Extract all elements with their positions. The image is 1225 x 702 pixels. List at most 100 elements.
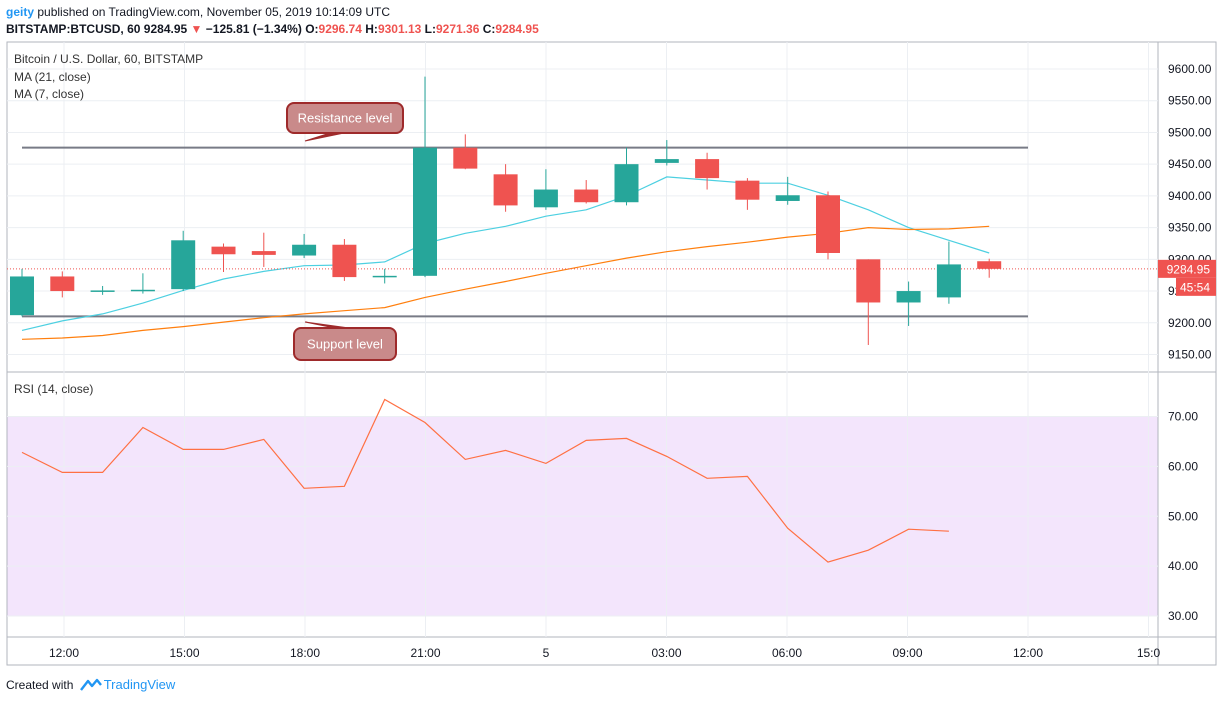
price-tick-label: 9500.00	[1168, 125, 1212, 139]
rsi-tick-label: 70.00	[1168, 410, 1198, 424]
rsi-line	[21, 398, 949, 563]
price-tick-label: 9150.00	[1168, 348, 1212, 362]
candle-down	[453, 134, 478, 170]
candle-body	[332, 244, 357, 278]
chart-title: Bitcoin / U.S. Dollar, 60, BITSTAMP	[14, 52, 204, 66]
candles	[10, 76, 1002, 345]
candle-body	[211, 246, 236, 255]
candle-down	[977, 258, 1002, 278]
time-axis-border	[6, 636, 1217, 666]
time-tick-label: 5	[543, 646, 550, 660]
price-label: 9284.95	[1167, 262, 1211, 276]
candle-body	[977, 261, 1002, 269]
candle-body	[533, 189, 558, 208]
callout-label: Resistance level	[298, 111, 393, 126]
price-tick-label: 9600.00	[1168, 62, 1212, 76]
low-value: 9271.36	[436, 22, 480, 36]
candle-up	[90, 285, 115, 295]
candle-down	[856, 259, 881, 345]
level-lines[interactable]	[22, 146, 1028, 318]
candle-body	[936, 264, 961, 298]
candle-up	[654, 140, 679, 166]
candle-down	[493, 164, 518, 212]
time-tick-label: 03:00	[651, 646, 681, 660]
candle-down	[332, 239, 357, 281]
candle-up	[775, 176, 800, 205]
rsi-tick-label: 50.00	[1168, 509, 1198, 523]
open-label: O:	[305, 22, 319, 36]
price-tick-label: 9200.00	[1168, 316, 1212, 330]
candle-body	[413, 147, 437, 276]
tradingview-logo-icon	[79, 679, 102, 692]
time-tick-label: 06:00	[772, 646, 802, 660]
low-label: L:	[424, 22, 436, 36]
high-label: H:	[365, 22, 378, 36]
annotations[interactable]: Resistance level Support level	[286, 102, 404, 361]
created-with-text: Created with	[6, 678, 74, 692]
time-tick-label: 18:00	[290, 646, 320, 660]
footer: Created with TradingView	[6, 676, 175, 694]
close-value: 9284.95	[495, 22, 539, 36]
open-value: 9296.74	[318, 22, 362, 36]
candle-down	[816, 191, 840, 260]
price-tick-label: 9400.00	[1168, 189, 1212, 203]
candle-down	[735, 178, 760, 210]
candle-body	[130, 289, 155, 292]
candle-body	[695, 159, 720, 179]
callout-box	[286, 102, 404, 134]
candle-body	[816, 195, 840, 253]
candle-up	[533, 169, 558, 210]
candle-body	[735, 180, 760, 200]
axis-labels: 12:00 15:00 18:00 21:00 5 03:00 06:00 09:00 12:0…	[49, 62, 1216, 660]
rsi-tick-label: 30.00	[1168, 609, 1198, 623]
price-tick-label: 9450.00	[1168, 157, 1212, 171]
candle-body	[574, 189, 599, 203]
ma21-legend[interactable]: MA (21, close)	[14, 70, 91, 84]
candle-body	[10, 276, 34, 316]
callout-box	[293, 327, 397, 361]
candle-body	[856, 259, 881, 303]
countdown-label: 45:54	[1180, 280, 1210, 294]
candle-body	[493, 174, 518, 206]
chart-frame	[6, 41, 1217, 666]
candle-down	[251, 232, 276, 267]
author-link[interactable]: geity	[6, 5, 35, 19]
ohlc-line: BITSTAMP:BTCUSD, 60 9284.95 ▼ −125.81 (−…	[6, 21, 1216, 38]
candle-up	[936, 241, 961, 304]
support-callout[interactable]: Support level	[293, 321, 397, 361]
resistance-callout[interactable]: Resistance level	[286, 102, 404, 142]
candle-up	[372, 268, 397, 284]
time-tick-label: 15:0	[1137, 646, 1161, 660]
time-tick-label: 12:00	[1013, 646, 1043, 660]
price-tick-label: 9350.00	[1168, 221, 1212, 235]
time-tick-label: 12:00	[49, 646, 79, 660]
time-tick-label: 21:00	[410, 646, 440, 660]
countdown-bg	[1176, 277, 1216, 296]
candle-down	[695, 152, 720, 190]
candle-down	[50, 271, 75, 298]
candle-up	[292, 233, 317, 259]
candle-down	[211, 243, 236, 273]
price-label-bg	[1158, 259, 1216, 278]
time-tick-label: 09:00	[892, 646, 922, 660]
last-price: 9284.95	[143, 22, 188, 36]
publish-line: geity published on TradingView.com, Nove…	[6, 4, 1216, 21]
candle-body	[896, 291, 921, 303]
rsi-legend[interactable]: RSI (14, close)	[14, 382, 94, 396]
candle-body	[453, 147, 478, 169]
published-text: published on TradingView.com, November 0…	[37, 5, 391, 19]
candle-up	[896, 281, 921, 326]
tradingview-brand[interactable]: TradingView	[103, 677, 176, 692]
candle-up	[614, 147, 639, 206]
close-label: C:	[482, 22, 496, 36]
ma7-legend[interactable]: MA (7, close)	[14, 87, 85, 101]
time-tick-label: 15:00	[169, 646, 199, 660]
candle-up	[413, 76, 437, 278]
candle-body	[775, 195, 800, 201]
rsi-tick-label: 60.00	[1168, 459, 1198, 473]
candle-body	[90, 290, 115, 292]
symbol-text: BITSTAMP:BTCUSD, 60	[6, 22, 141, 36]
candle-body	[292, 244, 317, 256]
grid-lines	[7, 42, 1158, 637]
